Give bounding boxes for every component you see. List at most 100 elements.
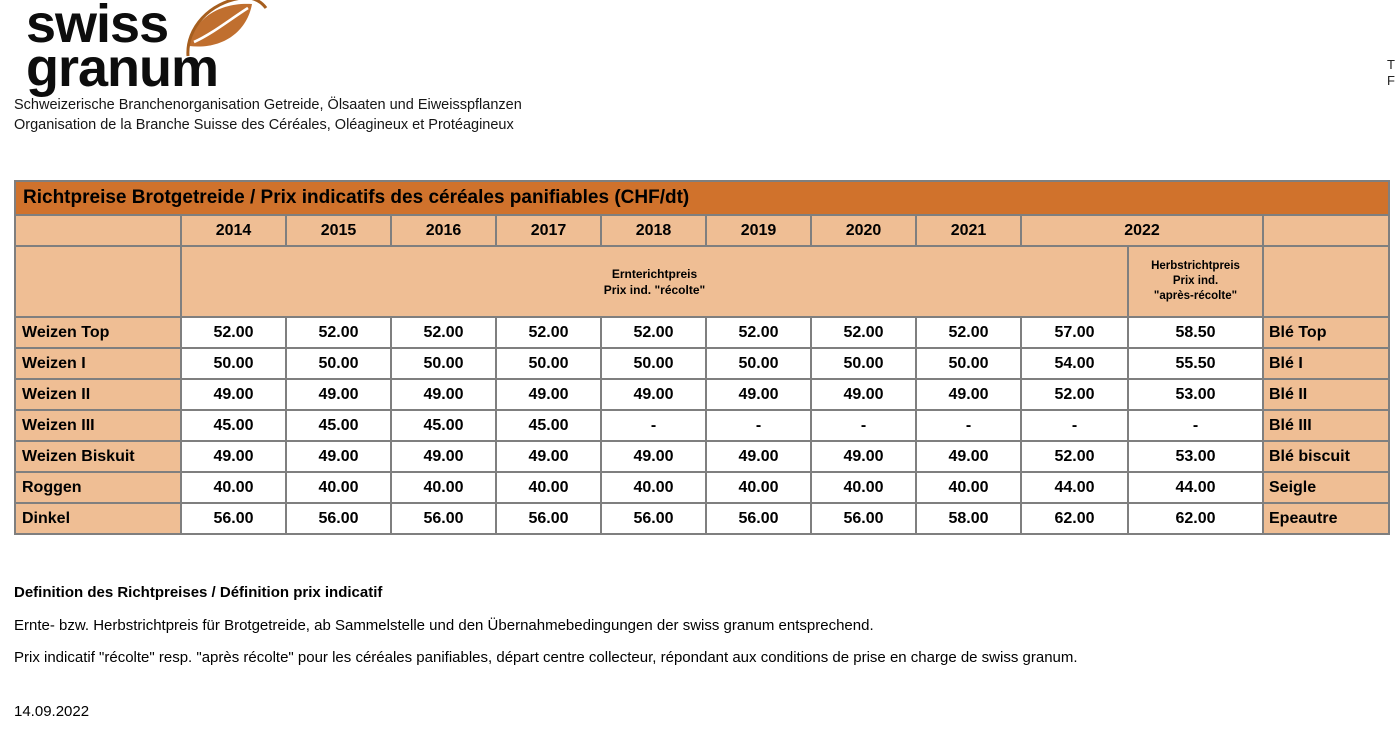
price-cell: 56.00 <box>600 502 707 535</box>
price-cell: 50.00 <box>495 347 602 380</box>
price-cell: 52.00 <box>705 316 812 349</box>
empty-label-header-cell <box>14 214 182 247</box>
price-cell: 49.00 <box>915 378 1022 411</box>
logo-brand-line1: swiss <box>26 0 169 54</box>
logo: swiss granum <box>26 0 268 95</box>
table-row: Weizen Top 52.00 52.00 52.00 52.00 52.00 52.00… <box>14 316 1390 349</box>
autumn-price-header: Herbstrichtpreis Prix ind. "après-récolt… <box>1127 245 1264 318</box>
price-cell: 49.00 <box>390 440 497 473</box>
row-label-fr: Epeautre <box>1262 502 1390 535</box>
price-cell: - <box>915 409 1022 442</box>
price-cell: - <box>1020 409 1129 442</box>
price-cell: 52.00 <box>285 316 392 349</box>
table-title-row: Richtpreise Brotgetreide / Prix indicati… <box>14 180 1390 216</box>
price-cell: 40.00 <box>285 471 392 504</box>
autumn-price-line3: "après-récolte" <box>1153 290 1238 302</box>
price-cell: 62.00 <box>1020 502 1129 535</box>
year-header: 2017 <box>495 214 602 247</box>
price-cell: 40.00 <box>495 471 602 504</box>
price-cell: 40.00 <box>180 471 287 504</box>
price-cell: 49.00 <box>180 378 287 411</box>
price-cell: 45.00 <box>285 409 392 442</box>
price-cell: 49.00 <box>390 378 497 411</box>
table-row: Weizen III 45.00 45.00 45.00 45.00- - - - - - Blé … <box>14 409 1390 442</box>
price-cell: - <box>810 409 917 442</box>
price-cell: 44.00 <box>1020 471 1129 504</box>
table-row: Roggen 40.00 40.00 40.00 40.00 40.00 40.00 40.0… <box>14 471 1390 504</box>
price-cell: 49.00 <box>285 378 392 411</box>
price-cell: 49.00 <box>810 378 917 411</box>
price-cell: 50.00 <box>810 347 917 380</box>
price-cell: 40.00 <box>810 471 917 504</box>
price-cell: 45.00 <box>390 409 497 442</box>
row-label-de: Weizen II <box>14 378 182 411</box>
price-cell: 45.00 <box>495 409 602 442</box>
document-date: 14.09.2022 <box>14 703 90 720</box>
table-row: Weizen Biskuit 49.00 49.00 49.00 49.00 49.00 4… <box>14 440 1390 473</box>
definition-heading: Definition des Richtpreises / Définition… <box>14 584 383 601</box>
price-cell: 54.00 <box>1020 347 1129 380</box>
row-label-de: Weizen Top <box>14 316 182 349</box>
harvest-price-header: Ernterichtpreis Prix ind. "récolte" <box>180 245 1129 318</box>
table-row: Dinkel 56.00 56.00 56.00 56.00 56.00 56.00 56.0… <box>14 502 1390 535</box>
year-header: 2018 <box>600 214 707 247</box>
price-cell: 52.00 <box>1020 378 1129 411</box>
row-label-fr: Blé III <box>1262 409 1390 442</box>
definition-text-de: Ernte- bzw. Herbstrichtpreis für Brotget… <box>14 617 874 634</box>
table-title: Richtpreise Brotgetreide / Prix indicati… <box>14 180 1390 216</box>
price-cell: 50.00 <box>180 347 287 380</box>
contact-line-f: F <box>1387 73 1395 88</box>
price-cell: 55.50 <box>1127 347 1264 380</box>
year-header-row: 2014 2015 2016 2017 2018 2019 2020 2021 2022 <box>14 214 1390 247</box>
price-cell: 49.00 <box>600 440 707 473</box>
price-cell: 40.00 <box>600 471 707 504</box>
contact-line-t: T <box>1387 57 1395 72</box>
price-cell: 52.00 <box>915 316 1022 349</box>
price-cell: 49.00 <box>600 378 707 411</box>
price-cell: 49.00 <box>810 440 917 473</box>
price-type-header-row: Ernterichtpreis Prix ind. "récolte" Herb… <box>14 245 1390 318</box>
table-row: Weizen II 49.00 49.00 49.00 49.00 49.00 49.00 4… <box>14 378 1390 411</box>
price-cell: 52.00 <box>180 316 287 349</box>
price-cell: 53.00 <box>1127 378 1264 411</box>
price-cell: 49.00 <box>705 378 812 411</box>
price-cell: 56.00 <box>390 502 497 535</box>
year-header: 2014 <box>180 214 287 247</box>
row-label-fr: Blé I <box>1262 347 1390 380</box>
row-label-de: Weizen III <box>14 409 182 442</box>
row-label-fr: Blé Top <box>1262 316 1390 349</box>
row-label-de: Dinkel <box>14 502 182 535</box>
definition-text-fr: Prix indicatif "récolte" resp. "après ré… <box>14 649 1078 666</box>
price-cell: 40.00 <box>390 471 497 504</box>
price-cell: - <box>600 409 707 442</box>
row-label-de: Weizen I <box>14 347 182 380</box>
autumn-price-line1: Herbstrichtpreis <box>1151 260 1240 272</box>
price-cell: 50.00 <box>390 347 497 380</box>
price-cell: 49.00 <box>285 440 392 473</box>
year-header: 2015 <box>285 214 392 247</box>
row-label-fr: Blé II <box>1262 378 1390 411</box>
price-cell: 50.00 <box>285 347 392 380</box>
year-header: 2020 <box>810 214 917 247</box>
contact-fragment: T F <box>1387 57 1395 89</box>
empty-corner-cell <box>14 245 182 318</box>
year-header: 2019 <box>705 214 812 247</box>
price-cell: 52.00 <box>495 316 602 349</box>
price-cell: 40.00 <box>705 471 812 504</box>
price-cell: 53.00 <box>1127 440 1264 473</box>
price-cell: 49.00 <box>915 440 1022 473</box>
price-cell: 49.00 <box>495 440 602 473</box>
price-cell: 58.50 <box>1127 316 1264 349</box>
table-row: Weizen I 50.00 50.00 50.00 50.00 50.00 50.00 50… <box>14 347 1390 380</box>
price-cell: 50.00 <box>705 347 812 380</box>
price-table-container: Richtpreise Brotgetreide / Prix indicati… <box>14 180 1390 535</box>
empty-label-header-cell-right <box>1262 214 1390 247</box>
price-cell: 49.00 <box>180 440 287 473</box>
price-table: Richtpreise Brotgetreide / Prix indicati… <box>14 180 1390 535</box>
year-header: 2021 <box>915 214 1022 247</box>
price-cell: 52.00 <box>810 316 917 349</box>
price-cell: 57.00 <box>1020 316 1129 349</box>
row-label-de: Roggen <box>14 471 182 504</box>
grain-kernel-icon <box>184 0 268 58</box>
org-subtitle-de: Schweizerische Branchenorganisation Getr… <box>14 97 522 113</box>
